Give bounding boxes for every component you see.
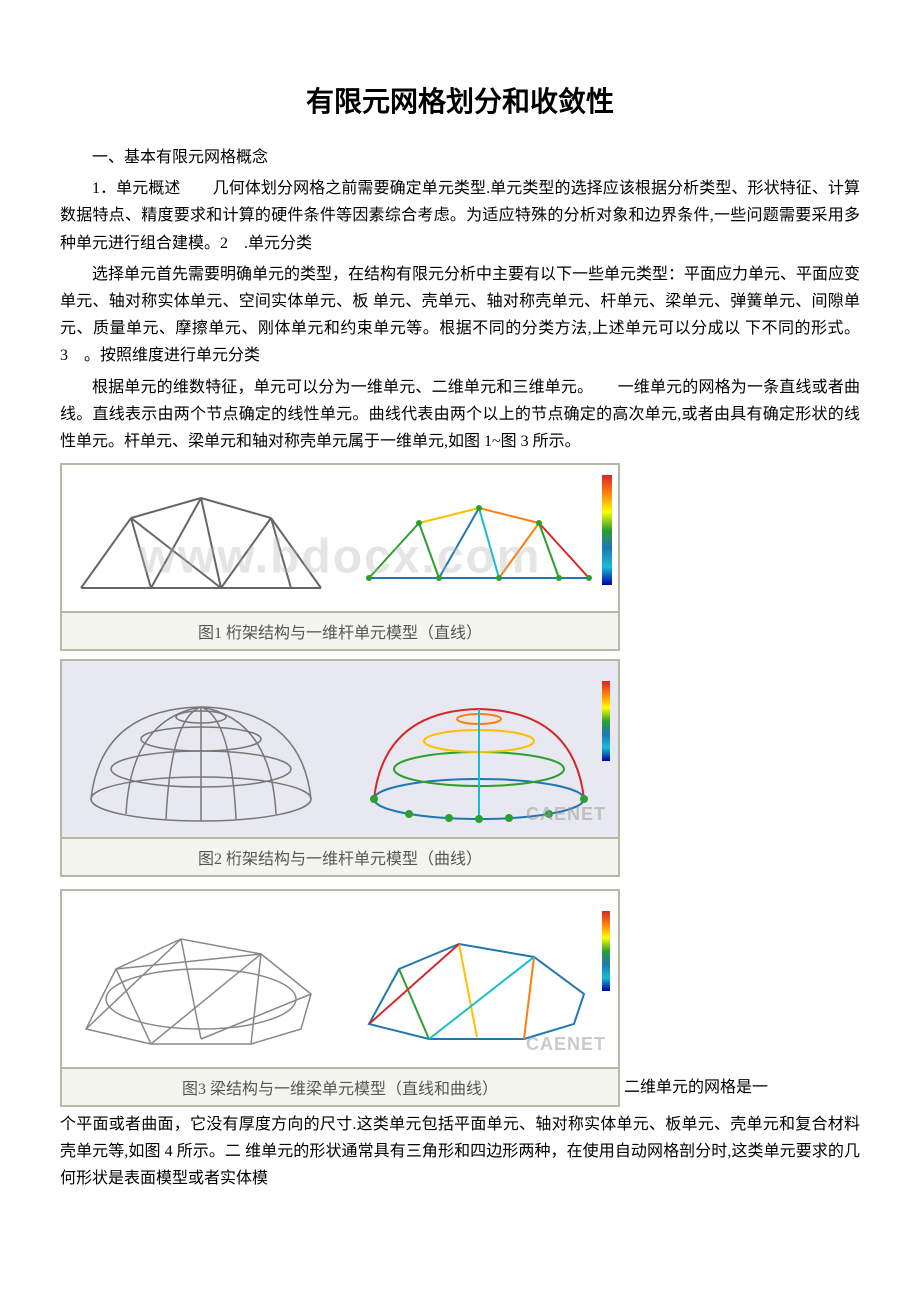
- figure-1-right: [340, 465, 618, 611]
- figure-3-left: [62, 891, 340, 1067]
- caenet-watermark: CAENET: [526, 1034, 606, 1055]
- figure-3-row: CAENET 图3 梁结构与一维梁单元模型（直线和曲线） 二维单元的网格是一: [60, 881, 860, 1107]
- figure-2-left: [62, 661, 340, 837]
- figure-1-caption: 图1 桁架结构与一维杆单元模型（直线）: [60, 613, 620, 651]
- color-legend-icon: [602, 911, 610, 991]
- figure-1: 图1 桁架结构与一维杆单元模型（直线） www.bdocx.com: [60, 463, 620, 651]
- caenet-watermark: CAENET: [526, 804, 606, 825]
- figure-3-right: CAENET: [340, 891, 618, 1067]
- truss-svg: [71, 468, 331, 608]
- dome-svg: [71, 669, 331, 829]
- figure-2: CAENET 图2 桁架结构与一维杆单元模型（曲线）: [60, 659, 620, 877]
- page-title: 有限元网格划分和收敛性: [60, 80, 860, 120]
- figure-2-caption: 图2 桁架结构与一维杆单元模型（曲线）: [60, 839, 620, 877]
- color-legend-icon: [602, 681, 610, 761]
- truss-colored-svg: [349, 468, 609, 608]
- paragraph-4-rest: 个平面或者曲面，它没有厚度方向的尺寸.这类单元包括平面单元、轴对称实体单元、板单…: [60, 1111, 860, 1193]
- document-page: 有限元网格划分和收敛性 一、基本有限元网格概念 1．单元概述 几何体划分网格之前…: [0, 0, 920, 1302]
- paragraph-3: 根据单元的维数特征，单元可以分为一维单元、二维单元和三维单元。 一维单元的网格为…: [60, 374, 860, 456]
- paragraph-2: 选择单元首先需要明确单元的类型，在结构有限元分析中主要有以下一些单元类型：平面应…: [60, 261, 860, 370]
- figure-3: CAENET 图3 梁结构与一维梁单元模型（直线和曲线）: [60, 889, 620, 1107]
- car-frame-svg: [71, 899, 331, 1059]
- figure-2-right: CAENET: [340, 661, 618, 837]
- paragraph-1: 1．单元概述 几何体划分网格之前需要确定单元类型.单元类型的选择应该根据分析类型…: [60, 175, 860, 257]
- figure-1-left: [62, 465, 340, 611]
- color-legend-icon: [602, 475, 612, 585]
- figure-3-caption: 图3 梁结构与一维梁单元模型（直线和曲线）: [60, 1069, 620, 1107]
- section-heading-1: 一、基本有限元网格概念: [60, 144, 860, 171]
- paragraph-4-lead: 二维单元的网格是一: [624, 1074, 860, 1107]
